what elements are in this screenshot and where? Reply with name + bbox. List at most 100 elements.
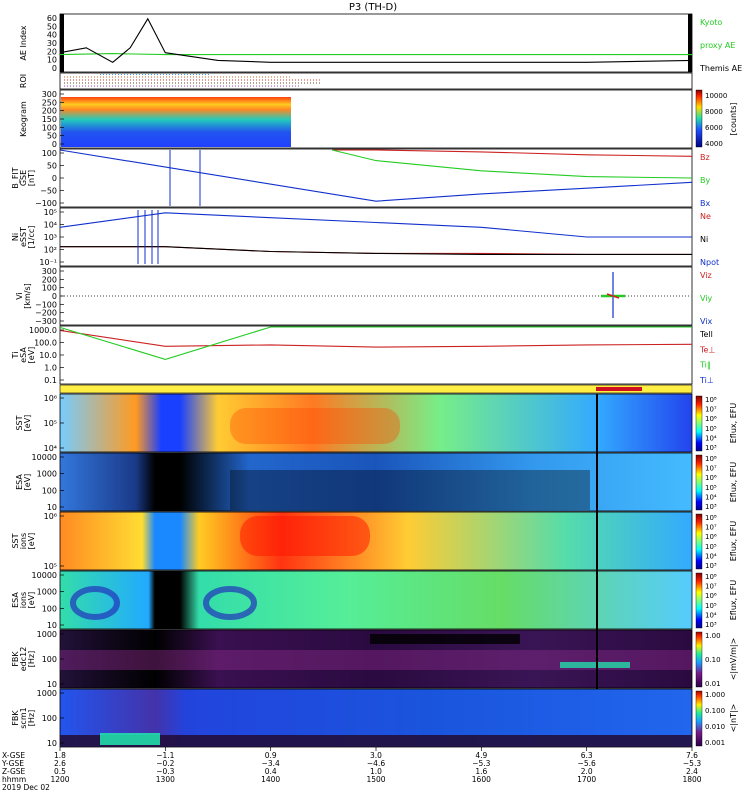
y-axis-label: Ni — [11, 233, 20, 241]
y-tick-label: 10⁵ — [44, 419, 57, 428]
gap-line — [596, 394, 598, 689]
y-axis-label: FBK — [11, 710, 20, 726]
colorbar-tick-label: 10⁸ — [705, 455, 717, 463]
y-tick-label: 1000 — [37, 588, 57, 597]
legend-label: Kyoto — [700, 18, 722, 27]
y-tick-label: 10⁶ — [44, 512, 57, 521]
y-axis-label: ESA — [11, 592, 20, 608]
esa-e-colorbar — [695, 454, 703, 511]
colorbar-tick-label: 0.100 — [705, 707, 725, 715]
series-line-ti — [59, 329, 693, 348]
legend-label: Bz — [700, 153, 710, 162]
x-row-label: hhmm — [2, 775, 26, 784]
y-tick-label: 10⁵ — [44, 562, 57, 571]
fbk1-green-streak — [560, 662, 630, 668]
panel-ti — [59, 325, 693, 385]
y-tick-label: 1000 — [37, 689, 57, 698]
colorbar-tick-label: 8000 — [705, 108, 723, 116]
series-layer — [59, 17, 693, 360]
vi-spike-z — [606, 293, 620, 299]
colorbar-tick-label: 0.01 — [705, 680, 721, 688]
y-axis-label: edc12 — [19, 647, 28, 672]
colorbar-tick-label: 10³ — [705, 621, 717, 629]
x-tick-label: 7.6 — [686, 751, 698, 760]
x-tick-label: 1600 — [472, 775, 491, 784]
ae-right-bar — [688, 14, 692, 72]
y-tick-label: 10⁵ — [44, 208, 57, 217]
y-axis-label: SST — [11, 533, 20, 548]
y-tick-label: 300 — [42, 267, 57, 276]
x-tick-label: 0.9 — [265, 751, 277, 760]
y-tick-label: 300 — [42, 90, 57, 99]
x-tick-label: 3.0 — [370, 751, 382, 760]
legend-label: Ne — [700, 212, 711, 221]
y-axis-label: scm1 — [19, 707, 28, 728]
colorbar-tick-label: 10⁸ — [705, 514, 717, 522]
x-row-label: X-GSE — [2, 751, 25, 760]
colorbar-label: [counts] — [729, 103, 738, 136]
y-tick-label: 100 — [42, 604, 57, 613]
colorbar-tick-label: 0.010 — [705, 723, 725, 731]
y-axis-label: ions — [19, 592, 28, 608]
fbk1-band — [60, 650, 692, 670]
y-axis-label: [eV] — [23, 474, 32, 491]
x-tick-label: −0.3 — [156, 767, 174, 776]
y-tick-label: 100 — [42, 149, 57, 158]
y-tick-label: 0 — [52, 174, 57, 183]
y-axis-label: eSA — [19, 347, 28, 363]
y-axis-label: [eV] — [23, 415, 32, 432]
x-tick-label: −5.3 — [472, 759, 490, 768]
y-axis-label: FBK — [11, 651, 20, 667]
y-axis-label: B_FIT — [11, 167, 20, 188]
colorbar-tick-label: 10⁸ — [705, 396, 717, 404]
y-axis-label: Vi — [15, 292, 24, 300]
colorbar-label: <|nT|> — [729, 704, 738, 733]
x-tick-label: 4.9 — [475, 751, 487, 760]
y-tick-label: 10 — [47, 739, 57, 748]
legend-label: Tell — [699, 330, 713, 339]
x-tick-label: −0.2 — [156, 759, 174, 768]
y-tick-label: 10.0 — [39, 351, 57, 360]
x-tick-label: 1700 — [577, 775, 596, 784]
panel-group — [59, 13, 693, 748]
colorbar-tick-label: 10⁵ — [705, 602, 717, 610]
status-bar-red — [596, 387, 642, 391]
legend-label: By — [700, 176, 710, 185]
y-tick-label: 10000 — [32, 453, 57, 462]
colorbar-tick-label: 10⁸ — [705, 573, 717, 581]
panel-sst-electrons — [59, 393, 693, 453]
series-line-bfit — [59, 149, 693, 202]
legend-label: Themis AE — [699, 64, 742, 73]
y-tick-label: 30 — [47, 39, 57, 48]
y-tick-label: 10 — [47, 680, 57, 689]
colorbar-tick-label: 10⁵ — [705, 425, 717, 433]
colorbar-group — [695, 89, 703, 747]
x-tick-label: 0.4 — [265, 767, 277, 776]
x-tick-label: 2.0 — [581, 767, 593, 776]
legend-label: Te⊥ — [699, 345, 715, 354]
y-tick-label: 1000 — [37, 630, 57, 639]
colorbar-tick-label: 0.10 — [705, 656, 721, 664]
colorbar-tick-label: 10⁵ — [705, 484, 717, 492]
y-tick-label: 1000 — [37, 470, 57, 479]
y-tick-label: −300 — [35, 317, 57, 326]
x-tick-label: 0.5 — [54, 767, 66, 776]
y-tick-label: 50 — [47, 22, 57, 31]
y-axis-label: AE Index — [19, 25, 28, 60]
colorbar-tick-label: 10³ — [705, 503, 717, 511]
legend-label: Viz — [700, 271, 712, 280]
x-tick-label: −3.4 — [262, 759, 280, 768]
sst-e-colorbar — [695, 395, 703, 452]
y-axis-label: [eV] — [27, 592, 36, 609]
panel-esa-electrons — [59, 452, 693, 512]
colorbar-tick-label: 4000 — [705, 140, 723, 148]
y-tick-label: 0.1 — [44, 376, 57, 385]
legend-label: Vix — [700, 317, 713, 326]
legend-label: Npot — [700, 258, 719, 267]
y-axis-label: [eV] — [27, 533, 36, 550]
x-tick-label: 1.8 — [54, 751, 66, 760]
y-axis-label: [Hz] — [27, 710, 36, 726]
colorbar-tick-label: 10⁶ — [705, 415, 717, 423]
y-tick-label: 100 — [42, 655, 57, 664]
